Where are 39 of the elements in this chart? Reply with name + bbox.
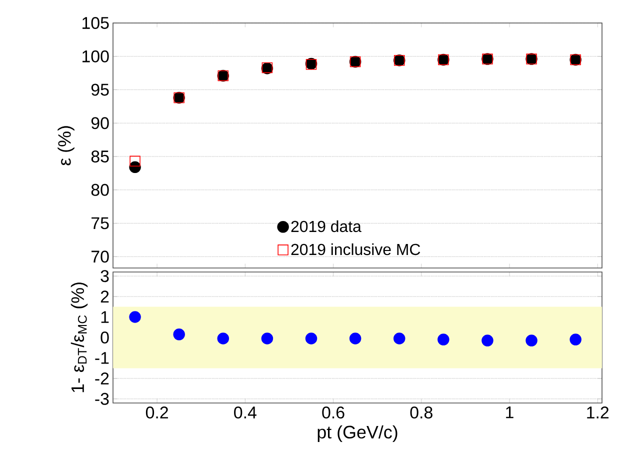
point — [570, 334, 582, 346]
point — [526, 334, 538, 346]
point — [482, 334, 494, 346]
x-tick-label: 0.4 — [234, 406, 256, 418]
legend-label: 2019 inclusive MC — [291, 243, 420, 256]
y-tick-label: 75 — [92, 217, 109, 230]
y-tick-label: 85 — [91, 150, 109, 162]
y-tick-label: 0 — [100, 331, 109, 344]
point — [305, 332, 318, 344]
point — [393, 332, 406, 344]
y-tick-label: 70 — [92, 250, 109, 263]
x-tick-label: 0.2 — [146, 406, 168, 418]
point — [129, 311, 141, 323]
x-axis-title: pt (GeV/c) — [318, 425, 398, 442]
point — [438, 334, 450, 346]
x-tick-label: 0.6 — [322, 406, 344, 418]
y-tick-label: 3 — [100, 270, 109, 282]
y-tick-label: 1 — [101, 311, 109, 323]
x-tick-label: 0.8 — [410, 406, 432, 418]
y-tick-label: 100 — [82, 50, 109, 62]
y-axis-title: 1- ε$_{DT}$/ε$_{MC}$ (%) — [70, 282, 88, 392]
point — [261, 332, 274, 344]
y-tick-label: 80 — [91, 184, 109, 196]
legend-label: 2019 data — [291, 220, 362, 232]
point — [217, 332, 230, 344]
y-tick-label: -2 — [95, 372, 109, 384]
point — [130, 156, 140, 167]
y-tick-label: -1 — [95, 352, 109, 364]
x-tick-label: 1.2 — [587, 406, 609, 418]
point — [173, 328, 185, 340]
y-axis-title: ε (%) — [58, 126, 74, 166]
y-tick-label: 95 — [91, 84, 109, 96]
point — [349, 332, 362, 344]
y-tick-label: 105 — [82, 16, 109, 29]
y-tick-label: 90 — [91, 117, 109, 130]
y-tick-label: -3 — [95, 392, 109, 405]
x-tick-label: 1 — [506, 406, 514, 418]
point — [129, 161, 141, 174]
y-tick-label: 2 — [100, 290, 109, 302]
